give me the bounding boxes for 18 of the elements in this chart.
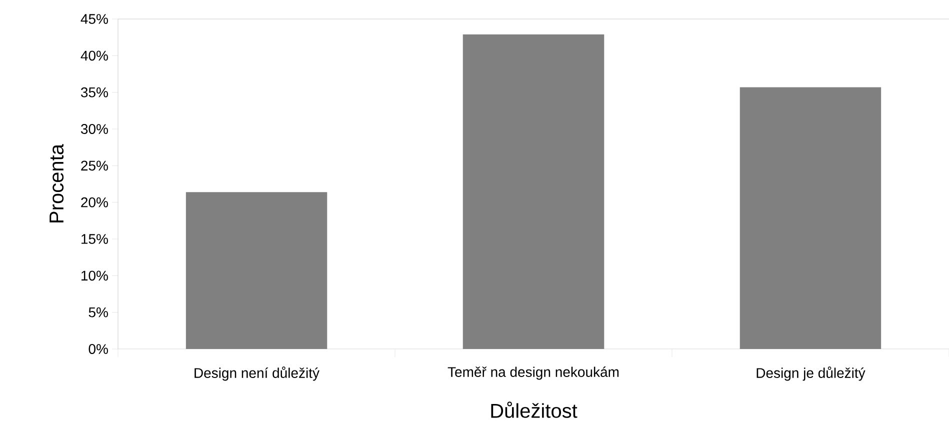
x-tick-label: Design není důležitý	[194, 366, 320, 381]
y-tick-label: 25%	[81, 160, 108, 171]
y-tick-label: 45%	[80, 14, 108, 24]
x-tick-label: Design je důležitý	[756, 366, 866, 381]
y-tick-label: 40%	[80, 50, 108, 61]
bar	[740, 87, 882, 349]
bar	[186, 192, 328, 349]
y-tick-label: 30%	[80, 124, 108, 134]
y-tick-label: 35%	[80, 87, 108, 98]
bar	[462, 34, 604, 349]
y-tick-label: 10%	[82, 270, 108, 281]
x-axis-title: Důležitost	[491, 402, 578, 418]
y-tick-label: 0%	[88, 344, 108, 354]
x-tick-label: Teměř na design nekoukám	[448, 366, 619, 380]
y-tick-label: 15%	[82, 234, 108, 244]
y-tick-label: 20%	[81, 197, 108, 208]
y-axis-title: Procenta	[50, 144, 64, 222]
y-tick-label: 5%	[88, 307, 108, 318]
